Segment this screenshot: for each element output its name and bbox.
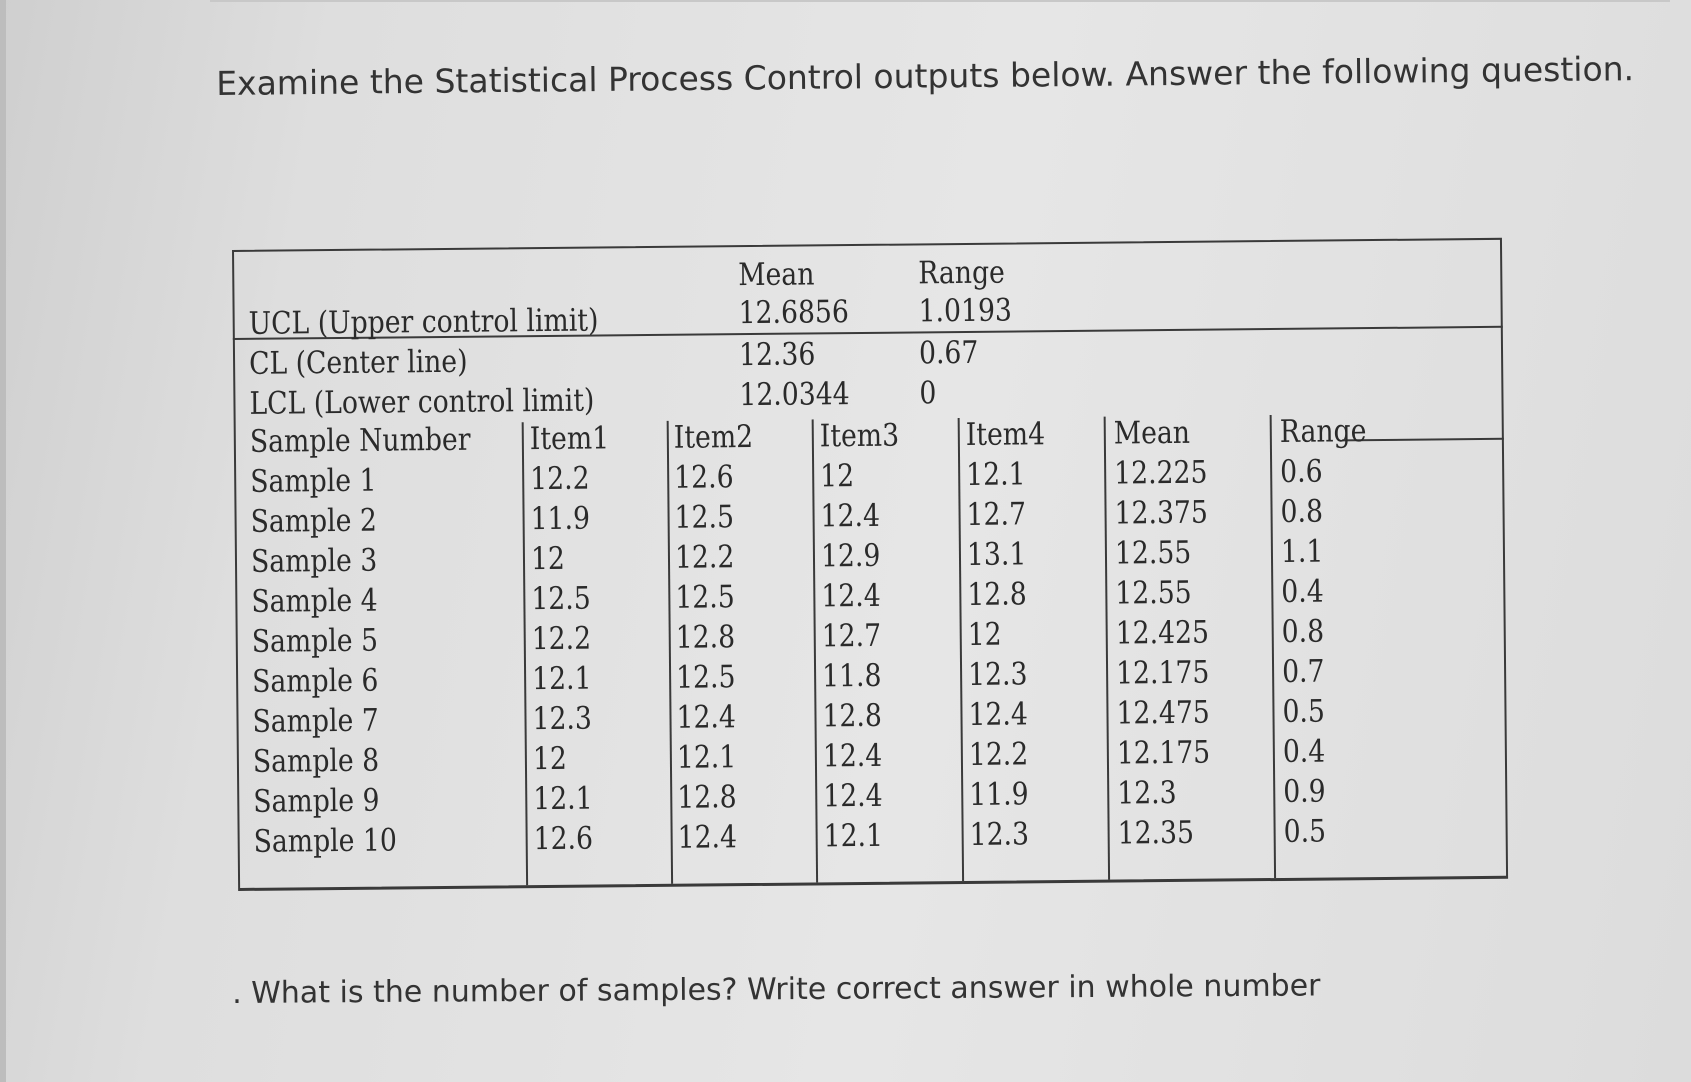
item2-value: 12.4 xyxy=(677,819,738,856)
range-value: 0.9 xyxy=(1283,773,1326,810)
item1-value: 12.2 xyxy=(530,460,590,498)
header-range: Range xyxy=(1279,413,1367,450)
item2-value: 12.1 xyxy=(676,739,737,776)
mean-value: 12.425 xyxy=(1115,614,1210,652)
item2-value: 12.5 xyxy=(674,499,735,536)
header-sample-number: Sample Number xyxy=(249,421,471,460)
mean-value: 12.55 xyxy=(1115,574,1192,612)
item4-value: 12.2 xyxy=(968,736,1029,773)
item3-value: 11.8 xyxy=(821,657,882,695)
mean-value: 12.3 xyxy=(1117,774,1177,812)
lcl-range: 0 xyxy=(919,375,937,412)
item4-value: 13.1 xyxy=(966,536,1027,573)
spc-table: Mean Range UCL (Upper control limit) 12.… xyxy=(232,237,1509,891)
lcl-label: LCL (Lower control limit) xyxy=(249,382,595,422)
range-value: 0.5 xyxy=(1282,693,1326,730)
item4-value: 12.3 xyxy=(969,816,1030,853)
item4-value: 12 xyxy=(967,616,1002,653)
item4-value: 12.4 xyxy=(968,696,1029,733)
question-text: . What is the number of samples? Write c… xyxy=(232,968,1321,1011)
item2-value: 12.8 xyxy=(675,619,736,656)
cl-range: 0.67 xyxy=(918,334,979,372)
ucl-range: 1.0193 xyxy=(918,292,1013,330)
item1-value: 12.5 xyxy=(531,580,591,618)
item3-value: 12.7 xyxy=(821,617,882,655)
item1-value: 12.6 xyxy=(533,820,594,858)
sample-label: Sample 8 xyxy=(252,742,380,780)
item3-value: 12.9 xyxy=(820,537,881,575)
sample-label: Sample 6 xyxy=(251,662,379,700)
item3-value: 12.4 xyxy=(822,737,883,775)
sample-label: Sample 1 xyxy=(250,462,377,500)
mean-value: 12.55 xyxy=(1114,534,1192,572)
page-edge xyxy=(0,0,6,1082)
item2-value: 12.2 xyxy=(674,539,735,576)
limits-header-range: Range xyxy=(918,254,1006,292)
sample-label: Sample 2 xyxy=(250,502,378,540)
item1-value: 12 xyxy=(532,740,568,778)
item3-value: 12.8 xyxy=(822,697,883,735)
mean-value: 12.175 xyxy=(1116,734,1211,772)
range-value: 0.8 xyxy=(1280,493,1324,530)
header-mean: Mean xyxy=(1113,414,1191,452)
header-item2: Item2 xyxy=(673,419,754,456)
limits-header-mean: Mean xyxy=(738,256,815,294)
sample-label: Sample 5 xyxy=(251,622,379,660)
item3-value: 12.4 xyxy=(821,577,881,615)
item4-value: 12.7 xyxy=(966,496,1027,533)
header-item3: Item3 xyxy=(819,417,900,455)
item4-value: 12.3 xyxy=(967,656,1028,693)
range-value: 0.5 xyxy=(1283,813,1327,850)
range-value: 0.7 xyxy=(1281,653,1325,690)
item4-value: 12.8 xyxy=(967,576,1027,613)
item1-value: 12.2 xyxy=(531,620,592,658)
item1-value: 12 xyxy=(530,540,566,578)
cl-label: CL (Center line) xyxy=(248,343,468,382)
ucl-label: UCL (Upper control limit) xyxy=(248,302,599,342)
item4-value: 12.1 xyxy=(966,456,1026,493)
sample-label: Sample 3 xyxy=(250,542,378,580)
range-value: 0.4 xyxy=(1281,573,1324,610)
item2-value: 12.8 xyxy=(677,779,737,816)
sample-label: Sample 9 xyxy=(253,782,380,820)
item1-value: 12.3 xyxy=(532,700,593,738)
item2-value: 12.5 xyxy=(675,659,736,696)
mean-value: 12.475 xyxy=(1116,694,1210,732)
item1-value: 12.1 xyxy=(531,660,592,698)
sample-label: Sample 4 xyxy=(251,582,378,620)
mean-value: 12.225 xyxy=(1114,454,1208,492)
item4-value: 11.9 xyxy=(969,776,1029,813)
item1-value: 12.1 xyxy=(533,780,593,818)
item3-value: 12.4 xyxy=(823,777,883,815)
ucl-mean: 12.6856 xyxy=(738,294,850,332)
range-value: 0.8 xyxy=(1281,613,1325,650)
range-value: 0.4 xyxy=(1282,733,1326,770)
header-item1: Item1 xyxy=(529,420,610,458)
mean-value: 12.35 xyxy=(1117,814,1195,852)
item3-value: 12 xyxy=(820,458,855,495)
mean-value: 12.375 xyxy=(1114,494,1209,532)
range-value: 0.6 xyxy=(1280,453,1323,490)
item1-value: 11.9 xyxy=(530,500,591,538)
item2-value: 12.6 xyxy=(674,459,734,496)
header-item4: Item4 xyxy=(965,416,1046,453)
sample-label: Sample 10 xyxy=(253,822,398,860)
item3-value: 12.4 xyxy=(820,497,881,535)
top-divider xyxy=(210,0,1670,2)
mean-value: 12.175 xyxy=(1115,654,1210,692)
prompt-text: Examine the Statistical Process Control … xyxy=(216,49,1635,103)
item2-value: 12.5 xyxy=(675,579,735,616)
lcl-mean: 12.0344 xyxy=(739,376,850,414)
range-value: 1.1 xyxy=(1280,533,1324,570)
cl-mean: 12.36 xyxy=(738,336,816,374)
sample-label: Sample 7 xyxy=(252,702,379,740)
item2-value: 12.4 xyxy=(676,699,737,736)
item3-value: 12.1 xyxy=(823,817,884,855)
